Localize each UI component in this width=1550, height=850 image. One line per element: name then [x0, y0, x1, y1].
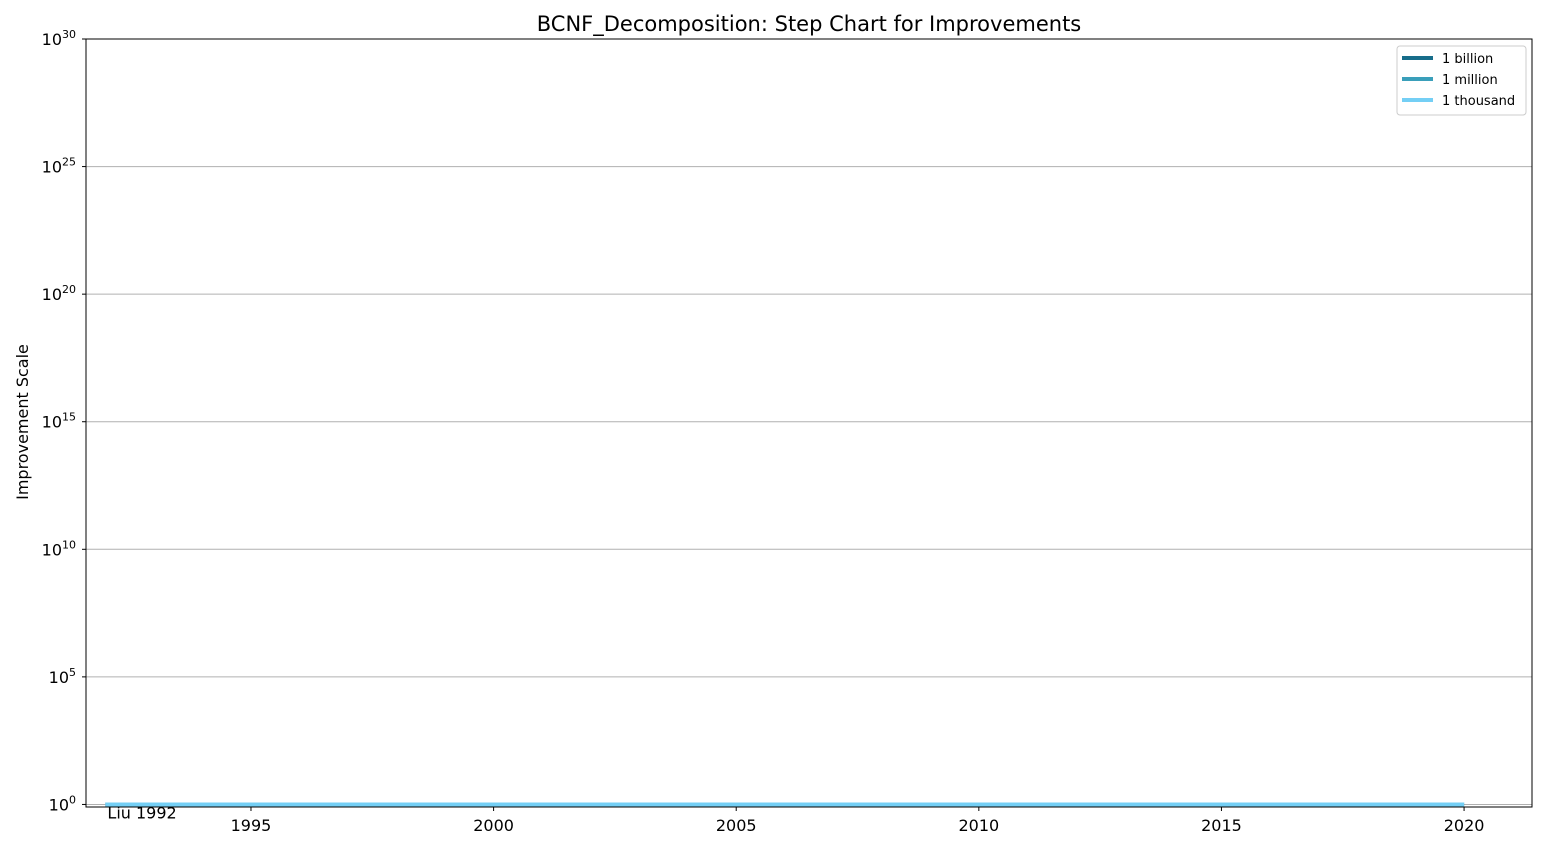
- y-tick-label: 1015: [42, 411, 76, 432]
- y-tick-label: 1030: [42, 28, 76, 49]
- y-tick-label: 1020: [42, 283, 76, 304]
- x-tick-label: 2015: [1201, 816, 1242, 835]
- legend-label: 1 million: [1442, 73, 1498, 88]
- x-axis-ticks: 1995 2000 2005 2010 2015 2020: [231, 807, 1485, 835]
- y-tick-label: 100: [49, 793, 76, 814]
- x-tick-label: 2010: [958, 816, 999, 835]
- legend-box: [1396, 45, 1527, 116]
- plot-frame: [85, 38, 1533, 808]
- y-axis-ticks: 100 105 1010 1015 1020 1025 1030: [42, 28, 86, 814]
- y-tick-label: 1025: [42, 156, 76, 177]
- point-annotation: Liu 1992: [107, 803, 176, 822]
- x-tick-label: 1995: [231, 816, 272, 835]
- legend: 1 billion 1 million 1 thousand: [1396, 45, 1527, 116]
- x-tick-label: 2000: [473, 816, 514, 835]
- legend-label: 1 billion: [1442, 52, 1493, 67]
- legend-label: 1 thousand: [1442, 94, 1515, 109]
- y-tick-label: 1010: [42, 538, 76, 559]
- chart-title: BCNF_Decomposition: Step Chart for Impro…: [537, 12, 1082, 37]
- x-tick-label: 2020: [1444, 816, 1485, 835]
- y-tick-label: 105: [49, 666, 76, 687]
- x-tick-label: 2005: [716, 816, 757, 835]
- annotations: Liu 1992: [107, 803, 176, 822]
- grid-lines: [86, 38, 1532, 805]
- y-axis-label: Improvement Scale: [13, 344, 32, 500]
